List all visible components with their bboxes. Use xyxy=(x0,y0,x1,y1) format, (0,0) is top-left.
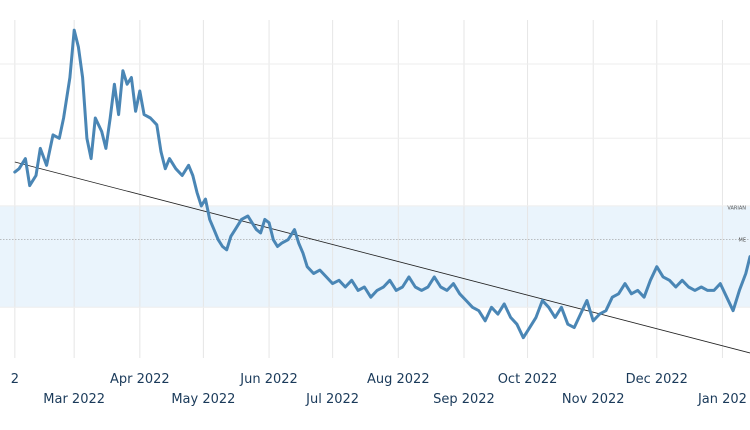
trend-line xyxy=(14,161,750,354)
band-tag-label: VARIAN xyxy=(727,205,746,211)
grid-lines xyxy=(0,20,750,358)
x-tick-label: May 2022 xyxy=(171,392,235,407)
band-shade xyxy=(0,205,750,308)
series-line xyxy=(13,28,750,340)
x-tick-label: Mar 2022 xyxy=(43,392,105,407)
x-tick-label: Jan 202 xyxy=(697,392,747,407)
x-tick-label: Jul 2022 xyxy=(305,392,359,407)
x-tick-label: Nov 2022 xyxy=(562,392,625,407)
band-tag-label: ME xyxy=(739,237,746,243)
x-axis-labels: 2 Apr 2022 Jun 2022 Aug 2022 Oct 2022 Dec 202… xyxy=(11,372,747,407)
x-tick-label: Oct 2022 xyxy=(498,372,558,387)
x-tick-label: Aug 2022 xyxy=(367,372,430,387)
x-tick-label: Sep 2022 xyxy=(433,392,495,407)
x-tick-label: Jun 2022 xyxy=(239,372,298,387)
band-tags: VARIAN ME xyxy=(727,205,746,243)
x-tick-label: Apr 2022 xyxy=(110,372,170,387)
x-tick-label: 2 xyxy=(11,372,19,387)
x-tick-label: Dec 2022 xyxy=(626,372,688,387)
